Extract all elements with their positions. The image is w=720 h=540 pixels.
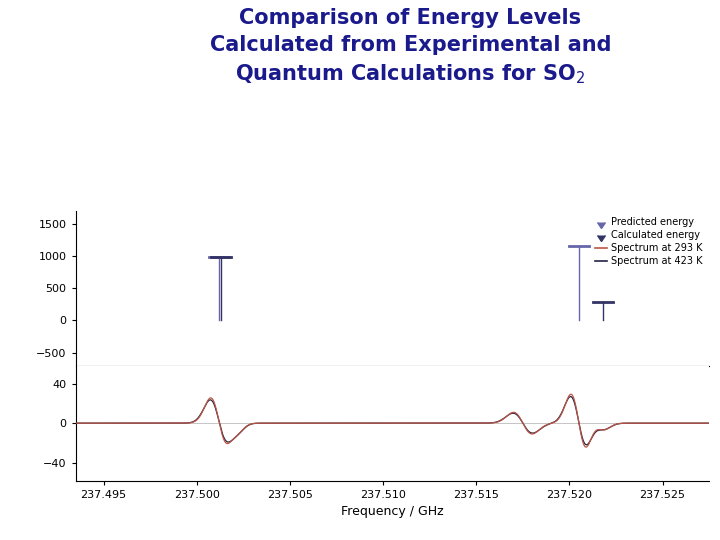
Text: Comparison of Energy Levels: Comparison of Energy Levels: [239, 8, 582, 28]
Text: Quantum Calculations for SO$_2$: Quantum Calculations for SO$_2$: [235, 62, 585, 86]
Legend: Predicted energy, Calculated energy, Spectrum at 293 K, Spectrum at 423 K: Predicted energy, Calculated energy, Spe…: [593, 215, 704, 268]
X-axis label: Frequency / GHz: Frequency / GHz: [341, 505, 444, 518]
Text: Calculated from Experimental and: Calculated from Experimental and: [210, 35, 611, 55]
